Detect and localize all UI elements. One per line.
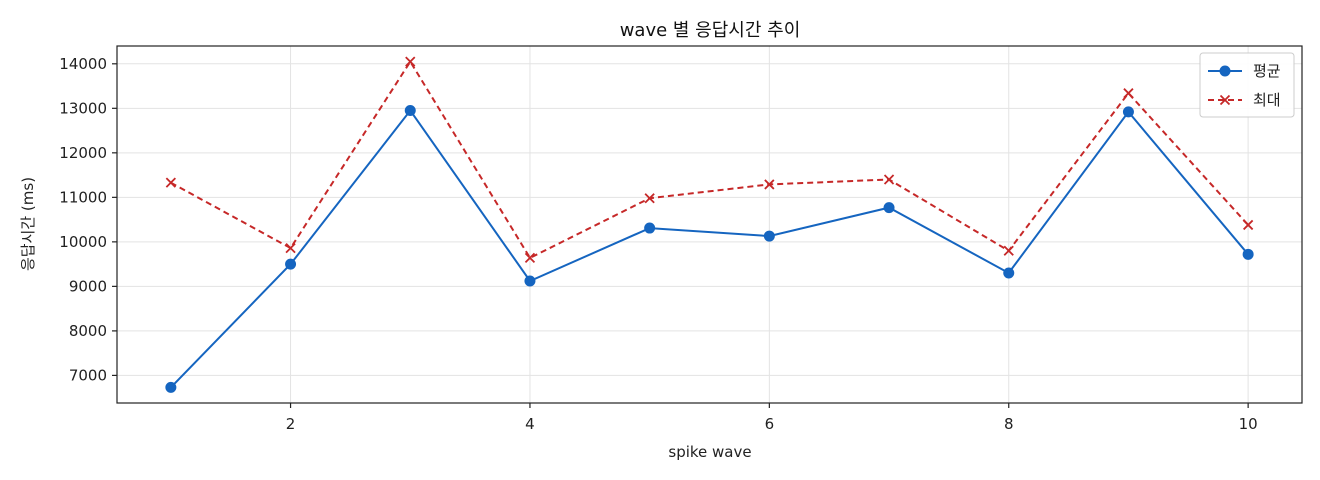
y-tick-label: 9000 (69, 277, 107, 295)
series-line-2 (170, 59, 1249, 260)
y-tick-label: 11000 (59, 188, 107, 206)
series-layer (165, 56, 1254, 393)
y-tick-label: 13000 (59, 99, 107, 117)
series-1-point (763, 230, 775, 242)
series-2-point (1243, 219, 1254, 231)
chart-title: wave 별 응답시간 추이 (620, 20, 801, 41)
y-tick-label: 14000 (59, 55, 107, 73)
series-1-point (165, 381, 177, 393)
y-axis-title: 응답시간 (ms) (19, 177, 37, 271)
series-1-point (1003, 267, 1015, 279)
axis-ticks: 2 4 6 8 10 7000 8000 9000 10000 11000 12000 13000 14… (59, 55, 1257, 433)
plot-frame (116, 45, 1303, 404)
series-1-point (1122, 106, 1134, 118)
series-1-point (404, 105, 416, 117)
series-2-point (524, 252, 536, 264)
x-tick-label: 6 (765, 415, 775, 433)
x-tick-label: 2 (286, 415, 296, 433)
x-tick-label: 4 (525, 415, 535, 433)
series-2-point (644, 193, 655, 204)
series-1-point (1242, 248, 1254, 260)
legend-marker-1 (1219, 65, 1231, 77)
series-2-point (1123, 88, 1134, 99)
legend-label-2: 최대 (1253, 91, 1281, 109)
series-1-point (883, 202, 895, 214)
y-tick-label: 10000 (59, 233, 107, 251)
y-tick-label: 7000 (69, 366, 107, 384)
series-2-point (165, 177, 177, 188)
y-tick-label: 8000 (69, 322, 107, 340)
series-2-point (883, 174, 895, 185)
x-tick-label: 10 (1239, 415, 1258, 433)
series-1-point (644, 222, 656, 234)
series-2-point (285, 242, 296, 254)
series-2-point (1003, 245, 1014, 256)
y-tick-label: 12000 (59, 144, 107, 162)
series-1-point (285, 258, 297, 270)
legend-label-1: 평균 (1253, 62, 1281, 80)
legend-marker-2 (1219, 94, 1231, 106)
series-2-point (405, 56, 416, 67)
series-line-1 (170, 108, 1249, 389)
series-2-point (764, 179, 775, 190)
x-tick-label: 8 (1004, 415, 1014, 433)
series-1-point (524, 275, 536, 287)
x-axis-title: spike wave (668, 443, 751, 461)
grid-lines (117, 46, 1302, 403)
